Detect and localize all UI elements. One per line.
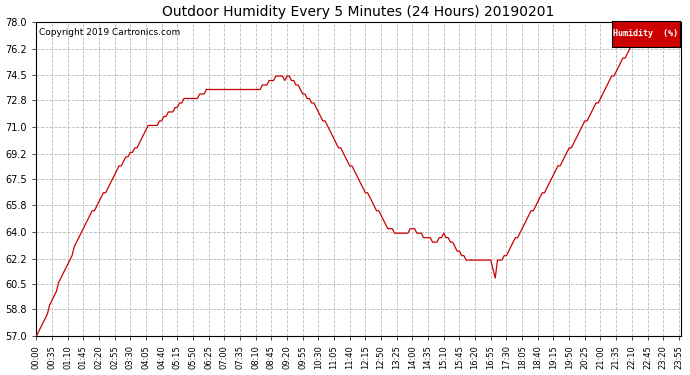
Title: Outdoor Humidity Every 5 Minutes (24 Hours) 20190201: Outdoor Humidity Every 5 Minutes (24 Hou… — [162, 5, 555, 20]
Text: Copyright 2019 Cartronics.com: Copyright 2019 Cartronics.com — [39, 28, 181, 38]
